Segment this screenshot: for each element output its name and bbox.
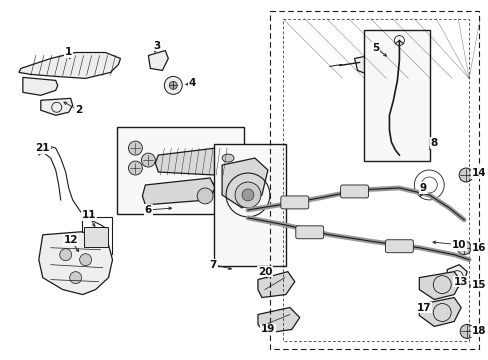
FancyBboxPatch shape (280, 196, 308, 209)
Circle shape (80, 254, 91, 266)
Circle shape (242, 189, 253, 201)
Circle shape (458, 168, 472, 182)
Text: 17: 17 (416, 302, 431, 312)
Text: 11: 11 (81, 210, 96, 220)
Text: 15: 15 (471, 280, 486, 289)
Circle shape (197, 188, 213, 204)
Text: 10: 10 (451, 240, 466, 250)
Circle shape (69, 272, 81, 284)
Text: 19: 19 (260, 324, 275, 334)
Text: 3: 3 (153, 41, 161, 50)
Polygon shape (23, 77, 58, 95)
FancyBboxPatch shape (117, 127, 244, 214)
Text: 6: 6 (144, 205, 152, 215)
Circle shape (456, 241, 470, 255)
Polygon shape (354, 53, 399, 78)
Circle shape (164, 76, 182, 94)
FancyBboxPatch shape (385, 240, 412, 253)
FancyBboxPatch shape (295, 226, 323, 239)
Circle shape (60, 249, 72, 261)
Circle shape (459, 324, 473, 338)
Polygon shape (142, 178, 215, 205)
Text: 16: 16 (471, 243, 486, 253)
Polygon shape (155, 148, 224, 175)
Text: 13: 13 (453, 276, 468, 287)
Text: 18: 18 (471, 327, 486, 336)
FancyBboxPatch shape (83, 227, 107, 247)
Circle shape (38, 143, 48, 153)
Ellipse shape (222, 154, 234, 162)
Text: 9: 9 (419, 183, 426, 193)
Polygon shape (19, 53, 120, 78)
Polygon shape (41, 98, 73, 115)
Text: 12: 12 (63, 235, 78, 245)
Polygon shape (258, 307, 299, 333)
Polygon shape (447, 265, 466, 289)
Text: 7: 7 (209, 260, 216, 270)
Text: 2: 2 (75, 105, 82, 115)
Circle shape (169, 81, 177, 89)
Polygon shape (39, 232, 112, 294)
Circle shape (216, 184, 224, 192)
Polygon shape (367, 72, 379, 90)
FancyBboxPatch shape (340, 185, 368, 198)
Circle shape (141, 153, 155, 167)
Circle shape (128, 161, 142, 175)
Polygon shape (419, 272, 460, 300)
Circle shape (212, 180, 227, 196)
Polygon shape (419, 298, 460, 327)
Polygon shape (258, 272, 294, 298)
Text: 4: 4 (188, 78, 196, 88)
Text: 14: 14 (471, 168, 486, 178)
FancyBboxPatch shape (363, 30, 429, 161)
Circle shape (128, 141, 142, 155)
Text: 1: 1 (65, 48, 72, 58)
Text: 20: 20 (257, 267, 272, 276)
FancyBboxPatch shape (214, 144, 285, 266)
Circle shape (235, 182, 261, 208)
Text: 8: 8 (430, 138, 437, 148)
Text: 21: 21 (36, 143, 50, 153)
Polygon shape (148, 50, 168, 71)
Polygon shape (222, 158, 267, 208)
Text: 5: 5 (371, 42, 378, 53)
